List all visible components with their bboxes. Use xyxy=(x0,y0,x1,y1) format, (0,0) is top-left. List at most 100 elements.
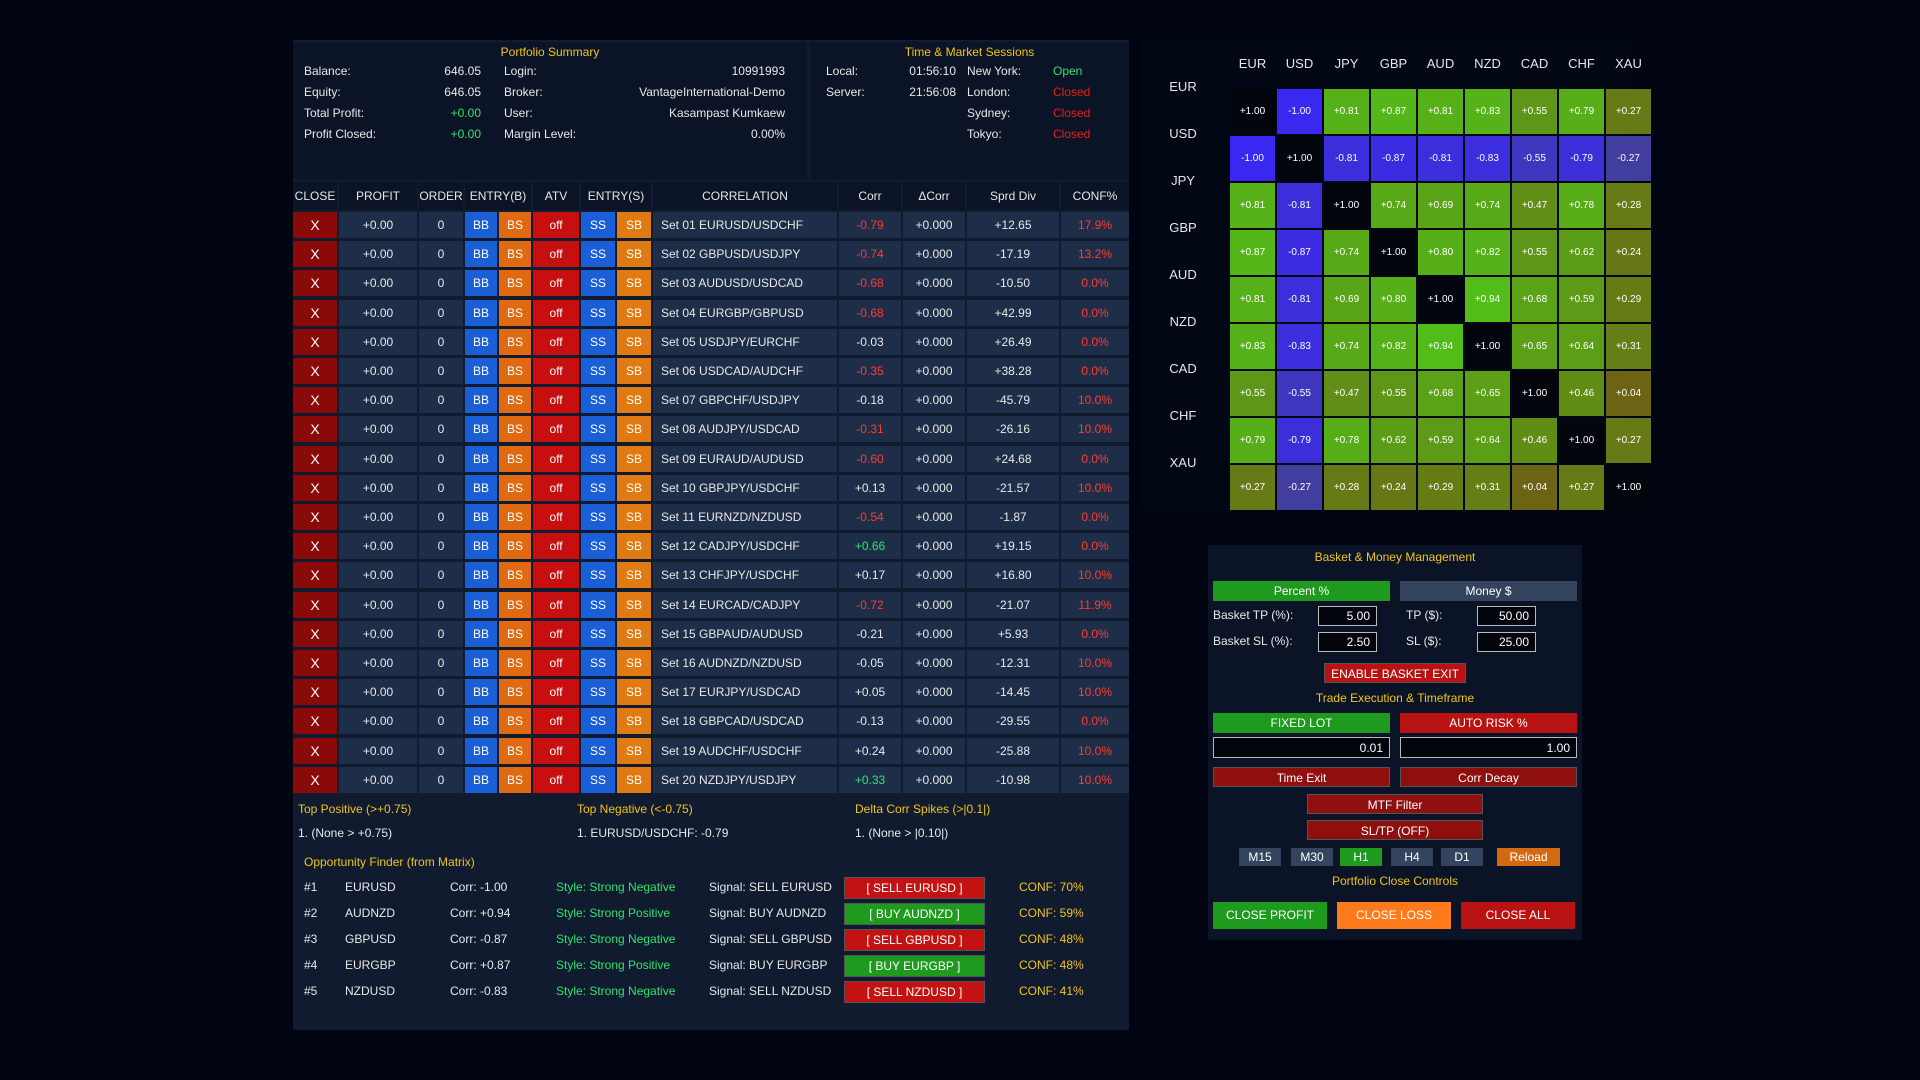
entry-bb-button[interactable]: BB xyxy=(465,212,497,238)
close-row-button[interactable]: X xyxy=(293,328,337,355)
opportunity-trade-button[interactable]: [ SELL EURUSD ] xyxy=(844,877,985,899)
entry-bb-button[interactable]: BB xyxy=(465,358,497,384)
entry-sb-button[interactable]: SB xyxy=(617,708,651,735)
atv-toggle-button[interactable]: off xyxy=(533,241,579,268)
opportunity-trade-button[interactable]: [ BUY AUDNZD ] xyxy=(844,903,985,925)
lot-size-input[interactable] xyxy=(1213,737,1390,758)
entry-bb-button[interactable]: BB xyxy=(465,650,497,676)
timeframe-button-m15[interactable]: M15 xyxy=(1239,848,1281,866)
entry-bs-button[interactable]: BS xyxy=(499,241,531,268)
entry-ss-button[interactable]: SS xyxy=(581,708,615,735)
entry-ss-button[interactable]: SS xyxy=(581,504,615,530)
entry-bs-button[interactable]: BS xyxy=(499,387,531,414)
entry-bb-button[interactable]: BB xyxy=(465,504,497,530)
entry-bb-button[interactable]: BB xyxy=(465,387,497,414)
reload-button[interactable]: Reload xyxy=(1497,848,1560,866)
entry-sb-button[interactable]: SB xyxy=(617,416,651,443)
close-row-button[interactable]: X xyxy=(293,387,337,414)
entry-ss-button[interactable]: SS xyxy=(581,358,615,384)
atv-toggle-button[interactable]: off xyxy=(533,358,579,384)
enable-basket-exit-button[interactable]: ENABLE BASKET EXIT xyxy=(1324,663,1466,683)
time-exit-button[interactable]: Time Exit xyxy=(1213,767,1390,787)
entry-bb-button[interactable]: BB xyxy=(465,241,497,268)
timeframe-button-d1[interactable]: D1 xyxy=(1441,848,1483,866)
entry-bs-button[interactable]: BS xyxy=(499,504,531,530)
close-row-button[interactable]: X xyxy=(293,504,337,530)
close-row-button[interactable]: X xyxy=(293,766,337,793)
close-row-button[interactable]: X xyxy=(293,533,337,560)
close-profit-button[interactable]: CLOSE PROFIT xyxy=(1213,902,1327,929)
entry-sb-button[interactable]: SB xyxy=(617,474,651,501)
entry-ss-button[interactable]: SS xyxy=(581,328,615,355)
entry-ss-button[interactable]: SS xyxy=(581,591,615,618)
close-row-button[interactable]: X xyxy=(293,241,337,268)
entry-bb-button[interactable]: BB xyxy=(465,533,497,560)
atv-toggle-button[interactable]: off xyxy=(533,299,579,326)
mtf-filter-button[interactable]: MTF Filter xyxy=(1307,794,1483,814)
entry-sb-button[interactable]: SB xyxy=(617,533,651,560)
close-row-button[interactable]: X xyxy=(293,416,337,443)
entry-ss-button[interactable]: SS xyxy=(581,270,615,297)
opportunity-trade-button[interactable]: [ SELL NZDUSD ] xyxy=(844,981,985,1003)
entry-sb-button[interactable]: SB xyxy=(617,766,651,793)
entry-ss-button[interactable]: SS xyxy=(581,650,615,676)
entry-ss-button[interactable]: SS xyxy=(581,241,615,268)
risk-percent-input[interactable] xyxy=(1400,737,1577,758)
entry-bs-button[interactable]: BS xyxy=(499,562,531,589)
entry-bb-button[interactable]: BB xyxy=(465,737,497,764)
entry-bs-button[interactable]: BS xyxy=(499,708,531,735)
entry-ss-button[interactable]: SS xyxy=(581,445,615,472)
atv-toggle-button[interactable]: off xyxy=(533,533,579,560)
entry-bs-button[interactable]: BS xyxy=(499,679,531,706)
atv-toggle-button[interactable]: off xyxy=(533,708,579,735)
atv-toggle-button[interactable]: off xyxy=(533,270,579,297)
entry-bs-button[interactable]: BS xyxy=(499,328,531,355)
entry-sb-button[interactable]: SB xyxy=(617,387,651,414)
entry-ss-button[interactable]: SS xyxy=(581,474,615,501)
entry-sb-button[interactable]: SB xyxy=(617,504,651,530)
entry-sb-button[interactable]: SB xyxy=(617,650,651,676)
entry-ss-button[interactable]: SS xyxy=(581,387,615,414)
close-all-button[interactable]: CLOSE ALL xyxy=(1461,902,1575,929)
entry-ss-button[interactable]: SS xyxy=(581,620,615,647)
entry-bs-button[interactable]: BS xyxy=(499,474,531,501)
opportunity-trade-button[interactable]: [ SELL GBPUSD ] xyxy=(844,929,985,951)
atv-toggle-button[interactable]: off xyxy=(533,679,579,706)
close-row-button[interactable]: X xyxy=(293,737,337,764)
entry-ss-button[interactable]: SS xyxy=(581,299,615,326)
timeframe-button-h1[interactable]: H1 xyxy=(1340,848,1382,866)
entry-sb-button[interactable]: SB xyxy=(617,679,651,706)
close-row-button[interactable]: X xyxy=(293,358,337,384)
close-row-button[interactable]: X xyxy=(293,650,337,676)
entry-bs-button[interactable]: BS xyxy=(499,591,531,618)
auto-risk-button[interactable]: AUTO RISK % xyxy=(1400,713,1577,733)
entry-sb-button[interactable]: SB xyxy=(617,328,651,355)
entry-sb-button[interactable]: SB xyxy=(617,358,651,384)
atv-toggle-button[interactable]: off xyxy=(533,620,579,647)
entry-bb-button[interactable]: BB xyxy=(465,591,497,618)
entry-bb-button[interactable]: BB xyxy=(465,416,497,443)
entry-bs-button[interactable]: BS xyxy=(499,533,531,560)
atv-toggle-button[interactable]: off xyxy=(533,474,579,501)
entry-ss-button[interactable]: SS xyxy=(581,766,615,793)
close-row-button[interactable]: X xyxy=(293,679,337,706)
entry-bb-button[interactable]: BB xyxy=(465,708,497,735)
entry-ss-button[interactable]: SS xyxy=(581,562,615,589)
opportunity-trade-button[interactable]: [ BUY EURGBP ] xyxy=(844,955,985,977)
basket-tp-input[interactable] xyxy=(1318,606,1377,626)
atv-toggle-button[interactable]: off xyxy=(533,504,579,530)
close-row-button[interactable]: X xyxy=(293,708,337,735)
close-row-button[interactable]: X xyxy=(293,591,337,618)
entry-bb-button[interactable]: BB xyxy=(465,270,497,297)
entry-bs-button[interactable]: BS xyxy=(499,212,531,238)
money-mode-button[interactable]: Money $ xyxy=(1400,581,1577,601)
atv-toggle-button[interactable]: off xyxy=(533,445,579,472)
entry-sb-button[interactable]: SB xyxy=(617,445,651,472)
close-row-button[interactable]: X xyxy=(293,299,337,326)
atv-toggle-button[interactable]: off xyxy=(533,766,579,793)
entry-bs-button[interactable]: BS xyxy=(499,766,531,793)
close-row-button[interactable]: X xyxy=(293,620,337,647)
entry-ss-button[interactable]: SS xyxy=(581,416,615,443)
atv-toggle-button[interactable]: off xyxy=(533,387,579,414)
entry-sb-button[interactable]: SB xyxy=(617,299,651,326)
